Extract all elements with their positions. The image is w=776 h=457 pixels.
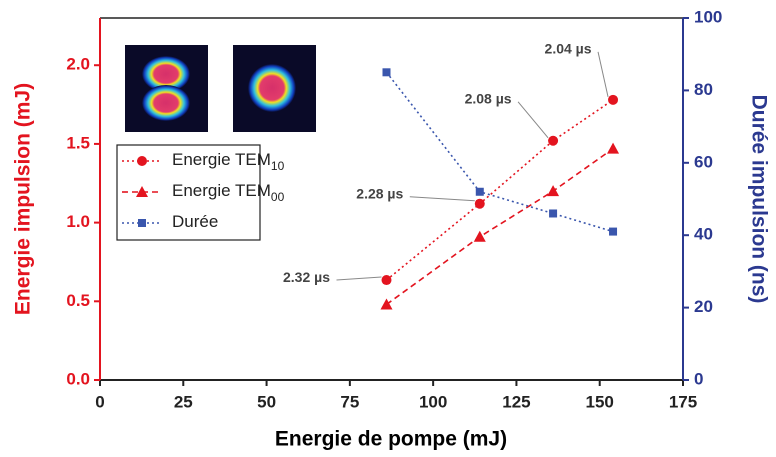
legend-name: Energie TEM [172, 150, 271, 169]
y-axis-title: Energie impulsion (mJ) [12, 83, 35, 315]
x-tick-label: 100 [419, 392, 447, 411]
point [608, 94, 619, 105]
series-line [385, 99, 614, 281]
y2-tick-label: 80 [694, 80, 713, 99]
point [609, 227, 618, 236]
leader-line [336, 276, 382, 281]
x-tick-label: 125 [502, 392, 530, 411]
y2-tick-label: 40 [694, 225, 713, 244]
y-tick-label: 2.0 [66, 55, 90, 74]
point [607, 142, 620, 154]
y-tick-label: 0.5 [66, 291, 90, 310]
legend-marker [136, 186, 148, 197]
point-label: 2.28 µs [356, 185, 403, 201]
point-label: 2.32 µs [283, 269, 330, 285]
point-label: 2.08 µs [465, 90, 512, 106]
legend-marker [138, 219, 146, 227]
x-tick-label: 0 [95, 392, 104, 411]
y-tick-label: 1.5 [66, 133, 90, 152]
point [380, 298, 393, 310]
inset-images [125, 45, 316, 132]
legend-marker [137, 156, 147, 166]
point [549, 209, 558, 218]
y2-tick-label: 20 [694, 297, 713, 316]
leader-line [597, 51, 609, 97]
x-tick-label: 175 [669, 392, 697, 411]
y2-tick-label: 60 [694, 152, 713, 171]
point [547, 185, 560, 197]
leader-line [409, 196, 475, 202]
legend-name: Energie TEM [172, 181, 271, 200]
point [473, 230, 486, 242]
y-tick-label: 0.0 [66, 369, 90, 388]
x-axis-title: Energie de pompe (mJ) [275, 428, 507, 451]
legend-name: Durée [172, 212, 218, 231]
point [475, 187, 484, 196]
point [548, 135, 559, 146]
legend-subscript: 10 [271, 159, 285, 173]
point [382, 68, 391, 77]
y-tick-label: 1.0 [66, 212, 90, 231]
series-line [386, 147, 614, 306]
y2-axis-title: Durée impulsion (ns) [747, 95, 770, 304]
legend-subscript: 00 [271, 190, 285, 204]
x-tick-label: 25 [174, 392, 193, 411]
legend-label: Durée [172, 212, 218, 231]
leader-line [517, 101, 549, 139]
point [474, 198, 485, 209]
x-tick-label: 150 [586, 392, 614, 411]
legend-label: Energie TEM00 [172, 181, 285, 204]
series-line [385, 71, 614, 233]
y2-tick-label: 100 [694, 7, 722, 26]
point [381, 275, 392, 286]
x-tick-label: 75 [340, 392, 359, 411]
x-tick-label: 50 [257, 392, 276, 411]
point-label: 2.04 µs [545, 41, 592, 57]
legend-label: Energie TEM10 [172, 150, 285, 173]
y2-tick-label: 0 [694, 369, 703, 388]
